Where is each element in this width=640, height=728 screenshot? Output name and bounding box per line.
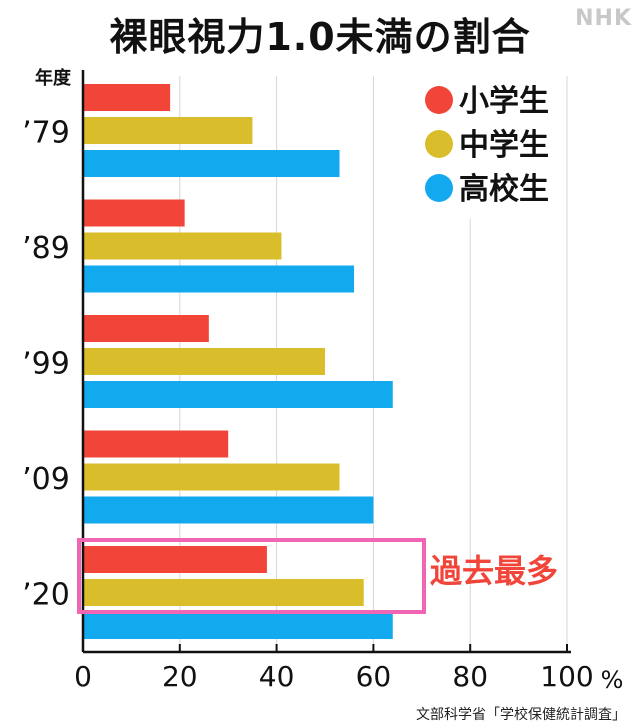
bar-elementary bbox=[83, 546, 267, 573]
y-axis-label: 年度 bbox=[35, 67, 72, 89]
legend-marker bbox=[425, 130, 453, 158]
bar-junior-high bbox=[83, 463, 340, 491]
chart-title: 裸眼視力1.0未満の割合 bbox=[109, 15, 531, 59]
bar-elementary bbox=[83, 199, 185, 227]
x-tick-label: 40 bbox=[259, 660, 295, 693]
x-tick-label: 100 bbox=[540, 660, 593, 693]
bar-elementary bbox=[83, 84, 171, 111]
bar-high-school bbox=[83, 265, 355, 293]
legend-label: 高校生 bbox=[459, 172, 549, 207]
bar-elementary bbox=[83, 315, 209, 342]
bar-high-school bbox=[83, 496, 374, 524]
bar-high-school bbox=[83, 381, 393, 408]
x-tick-label: 60 bbox=[356, 660, 392, 693]
bar-high-school bbox=[83, 150, 340, 177]
bar-junior-high bbox=[83, 117, 253, 144]
category-label: ’79 bbox=[22, 116, 70, 151]
source-note: 文部科学省「学校保健統計調査」 bbox=[416, 707, 626, 723]
x-tick-label: 0 bbox=[74, 660, 92, 693]
highlight-box bbox=[77, 538, 426, 614]
legend-label: 小学生 bbox=[459, 84, 549, 119]
category-label: ’89 bbox=[22, 231, 70, 266]
bar-elementary bbox=[83, 430, 229, 458]
category-label: ’20 bbox=[22, 578, 70, 613]
bar-junior-high bbox=[83, 232, 282, 260]
annotation-label: 過去最多 bbox=[430, 552, 558, 590]
category-label: ’99 bbox=[22, 347, 70, 382]
bar-junior-high bbox=[83, 348, 325, 375]
legend-marker bbox=[425, 86, 453, 114]
bar-junior-high bbox=[83, 579, 364, 606]
x-unit-label: % bbox=[601, 666, 624, 694]
x-tick-label: 20 bbox=[162, 660, 198, 693]
bar-high-school bbox=[83, 612, 393, 639]
category-label: ’09 bbox=[22, 462, 70, 497]
legend-label: 中学生 bbox=[459, 128, 549, 163]
nhk-logo: NHK bbox=[575, 6, 632, 31]
legend-marker bbox=[425, 174, 453, 202]
x-tick-label: 80 bbox=[452, 660, 488, 693]
